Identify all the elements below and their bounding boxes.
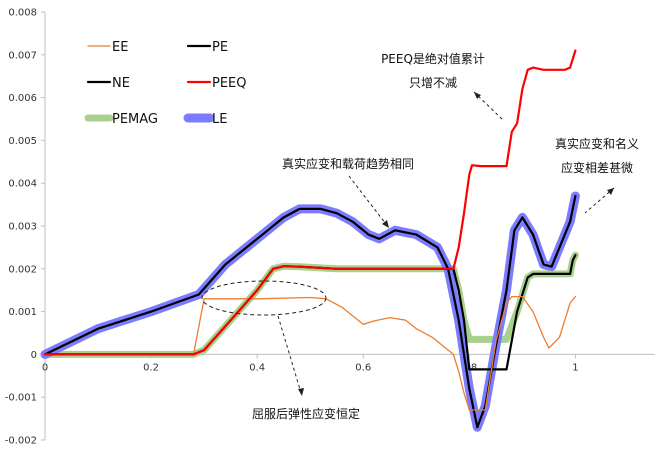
series-ee-line	[44, 295, 577, 411]
y-tick-label: -0.002	[5, 436, 37, 447]
x-tick-label: 0.6	[355, 362, 371, 373]
annotation-ellipse	[201, 280, 327, 316]
annotation-arrowhead-true-strain	[607, 188, 614, 195]
legend-label-ee: EE	[112, 40, 128, 55]
annotation-arrowhead-peeq	[474, 92, 481, 99]
legend-label-le: LE	[212, 112, 227, 127]
y-tick-label: 0.007	[8, 50, 37, 61]
y-tick-label: 0.002	[8, 264, 37, 275]
y-tick-label: 0.005	[8, 136, 37, 147]
annotation-layer: PEEQ是绝对值累计 只增不减 真实应变和名义 应变相差甚微 真实应变和载荷趋势…	[201, 51, 639, 421]
y-tick-label: 0	[31, 350, 37, 361]
series-layer	[40, 49, 580, 432]
annotation-true-strain-line2: 应变相差甚微	[561, 160, 633, 175]
y-tick-label: 0.006	[8, 93, 37, 104]
axes-layer: -0.002 -0.001 0 0.001 0.002 0.003 0.004 0.005 0.…	[5, 8, 655, 447]
legend-label-pemag: PEMAG	[112, 112, 158, 127]
x-tick-label: 0.4	[249, 362, 265, 373]
series-le-line	[40, 191, 580, 432]
series-ne-line	[43, 194, 577, 429]
annotation-arrowhead-elastic	[298, 388, 304, 396]
y-tick-label: 0.004	[8, 179, 37, 190]
annotation-true-strain-line1: 真实应变和名义	[555, 136, 639, 151]
x-tick-label: 0	[42, 362, 48, 373]
x-tick-label: 0.2	[143, 362, 159, 373]
x-tick-label: 1	[572, 362, 578, 373]
legend-label-peeq: PEEQ	[212, 76, 247, 91]
annotation-arrow-elastic	[277, 315, 303, 397]
y-tick-label: 0.008	[8, 8, 37, 19]
annotation-arrowhead-trend	[382, 220, 389, 228]
annotation-trend: 真实应变和载荷趋势相同	[282, 156, 414, 171]
legend-label-pe: PE	[212, 40, 228, 55]
annotation-arrow-trend	[348, 175, 390, 229]
legend-label-ne: NE	[112, 76, 130, 91]
annotation-peeq-line2: 只增不减	[409, 76, 457, 90]
y-tick-label: -0.001	[5, 393, 37, 404]
y-tick-label: 0.001	[8, 307, 37, 318]
y-tick-label: 0.003	[8, 222, 37, 233]
series-peeq-line	[43, 49, 577, 356]
annotation-peeq-line1: PEEQ是绝对值累计	[381, 51, 485, 66]
legend: EE PE NE PEEQ PEMAG LE	[84, 40, 247, 127]
annotation-elastic: 屈服后弹性应变恒定	[252, 406, 360, 421]
